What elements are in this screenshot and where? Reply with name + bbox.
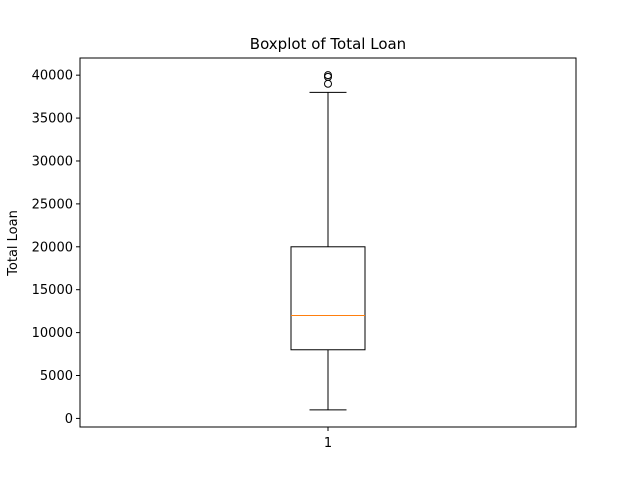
y-tick-label: 30000 <box>32 154 73 169</box>
x-axis: 1 <box>324 427 332 451</box>
y-tick-label: 15000 <box>32 283 73 298</box>
iqr-box <box>290 246 366 351</box>
y-tick-label: 5000 <box>40 369 73 384</box>
outlier-point <box>324 79 332 88</box>
y-tick-label: 10000 <box>32 326 73 341</box>
x-tick-label: 1 <box>324 436 332 451</box>
y-tick-label: 35000 <box>32 112 73 127</box>
chart-title: Boxplot of Total Loan <box>250 35 406 53</box>
y-axis-label: Total Loan <box>6 210 21 277</box>
y-tick-label: 25000 <box>32 197 73 212</box>
y-axis: 0 5000 10000 15000 20000 25000 30000 35000 40000 <box>32 69 80 427</box>
outlier-point <box>324 72 332 81</box>
y-tick-label: 40000 <box>32 69 73 84</box>
outlier-point <box>324 71 332 80</box>
y-tick-label: 0 <box>65 412 73 427</box>
plot-area <box>290 71 366 411</box>
y-tick-label: 20000 <box>32 240 73 255</box>
